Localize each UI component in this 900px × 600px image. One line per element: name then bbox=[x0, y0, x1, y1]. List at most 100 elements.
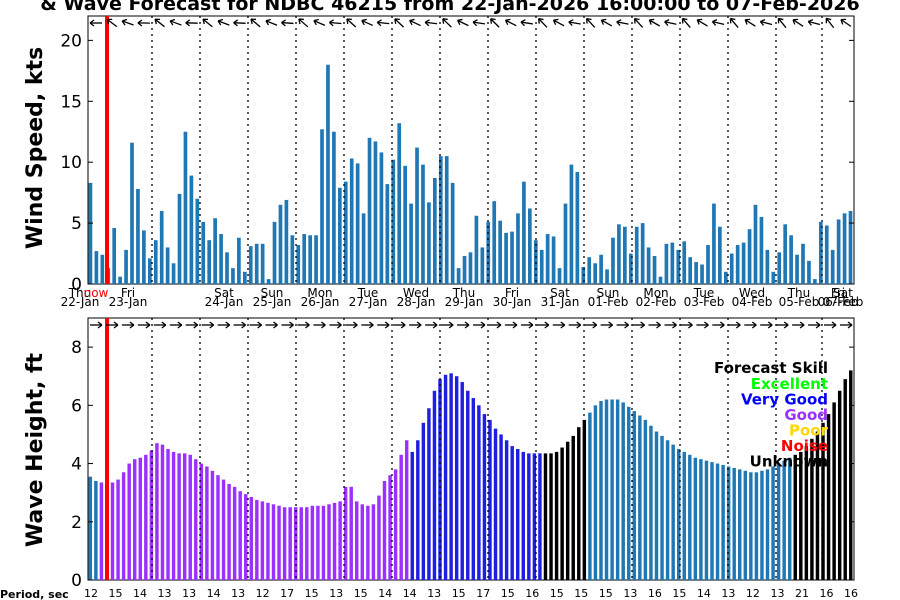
bar bbox=[316, 505, 320, 580]
bar bbox=[738, 469, 742, 580]
wave-direction-arrow bbox=[201, 321, 215, 329]
arrow-head bbox=[129, 321, 135, 329]
bar bbox=[516, 449, 520, 580]
arrow-shaft bbox=[122, 20, 134, 26]
wind-direction-arrow bbox=[633, 17, 644, 28]
period-tick-label: 17 bbox=[280, 587, 294, 600]
arrow-head bbox=[464, 321, 470, 329]
y-tick-label: 2 bbox=[71, 513, 82, 533]
arrow-head bbox=[496, 321, 502, 329]
bar bbox=[366, 505, 370, 580]
wave-direction-arrow bbox=[249, 321, 262, 329]
bar bbox=[361, 213, 366, 284]
bar bbox=[760, 470, 764, 580]
bar bbox=[753, 204, 758, 284]
bar bbox=[699, 459, 703, 580]
arrow-head bbox=[298, 18, 304, 25]
arrow-shaft bbox=[425, 21, 438, 25]
bar bbox=[231, 268, 235, 284]
bar bbox=[308, 235, 312, 284]
bar bbox=[379, 152, 384, 284]
arrow-head bbox=[137, 19, 143, 27]
bar bbox=[225, 252, 229, 284]
arrow-shaft bbox=[792, 19, 804, 27]
bar bbox=[588, 412, 592, 580]
period-tick-label: 14 bbox=[697, 587, 711, 600]
arrow-shaft bbox=[457, 19, 469, 27]
arrow-head bbox=[688, 321, 693, 329]
arrow-head bbox=[560, 321, 566, 329]
bar bbox=[634, 226, 639, 284]
bar bbox=[575, 171, 580, 284]
arrow-head bbox=[544, 321, 550, 329]
bar bbox=[504, 232, 508, 284]
wind-direction-arrow bbox=[585, 17, 596, 28]
bar bbox=[551, 236, 556, 284]
bar bbox=[649, 425, 653, 580]
bar bbox=[499, 434, 503, 580]
bar bbox=[654, 431, 659, 580]
bar bbox=[444, 156, 449, 284]
bar bbox=[195, 198, 200, 284]
period-tick-label: 15 bbox=[109, 587, 123, 600]
wave-direction-arrow bbox=[313, 321, 326, 329]
bar bbox=[801, 243, 805, 284]
wave-direction-arrow bbox=[760, 321, 773, 329]
bar bbox=[842, 213, 847, 284]
wave-direction-arrow bbox=[137, 321, 151, 329]
bar bbox=[643, 419, 648, 580]
bar bbox=[815, 431, 820, 580]
bar bbox=[118, 276, 122, 284]
period-tick-label: 16 bbox=[525, 587, 539, 600]
plot-frame bbox=[87, 317, 855, 581]
arrow-shaft bbox=[825, 17, 835, 29]
bar bbox=[468, 252, 473, 284]
arrow-head bbox=[840, 18, 847, 25]
bar bbox=[284, 199, 289, 284]
wind-direction-arrow bbox=[711, 19, 725, 26]
arrow-head bbox=[346, 18, 352, 25]
arrow-head bbox=[825, 17, 832, 24]
bar bbox=[305, 507, 309, 580]
wave-y-axis-label: Wave Height, ft bbox=[23, 352, 48, 547]
date-label: 31-Jan bbox=[541, 295, 580, 309]
bar bbox=[373, 141, 378, 284]
bar bbox=[474, 215, 479, 284]
bar bbox=[142, 230, 146, 284]
wave-direction-arrow bbox=[648, 321, 661, 329]
wave-direction-arrow bbox=[265, 321, 278, 329]
arrow-head bbox=[265, 18, 271, 26]
day-name-label: Wed bbox=[739, 286, 765, 300]
bar bbox=[700, 264, 704, 284]
bar bbox=[765, 469, 770, 580]
chart-title: & Wave Forecast for NDBC 46215 from 22-J… bbox=[40, 0, 859, 15]
bar bbox=[771, 466, 775, 580]
bar bbox=[565, 441, 570, 580]
bar bbox=[249, 497, 254, 580]
bar bbox=[278, 204, 283, 284]
wind-direction-arrow bbox=[552, 18, 565, 27]
wind-direction-arrow bbox=[729, 17, 739, 29]
day-name-label: Thu bbox=[452, 286, 476, 300]
bar bbox=[759, 217, 764, 284]
bar bbox=[332, 502, 337, 580]
arrow-shaft bbox=[281, 21, 294, 25]
wave-direction-arrow bbox=[425, 321, 438, 329]
arrow-head bbox=[384, 321, 390, 329]
arrow-head bbox=[681, 17, 688, 24]
arrow-head bbox=[400, 321, 406, 329]
bar bbox=[627, 406, 631, 580]
bar bbox=[632, 411, 637, 580]
bar bbox=[404, 440, 409, 580]
period-tick-label: 13 bbox=[182, 587, 196, 600]
bar bbox=[160, 444, 165, 580]
bar bbox=[403, 165, 407, 284]
day-name-label: Fri bbox=[121, 286, 135, 300]
bar bbox=[765, 249, 770, 284]
bar bbox=[522, 181, 526, 284]
arrow-head bbox=[600, 18, 607, 25]
bar bbox=[543, 453, 548, 580]
legend-item: Excellent bbox=[751, 375, 828, 393]
bar bbox=[242, 271, 247, 284]
